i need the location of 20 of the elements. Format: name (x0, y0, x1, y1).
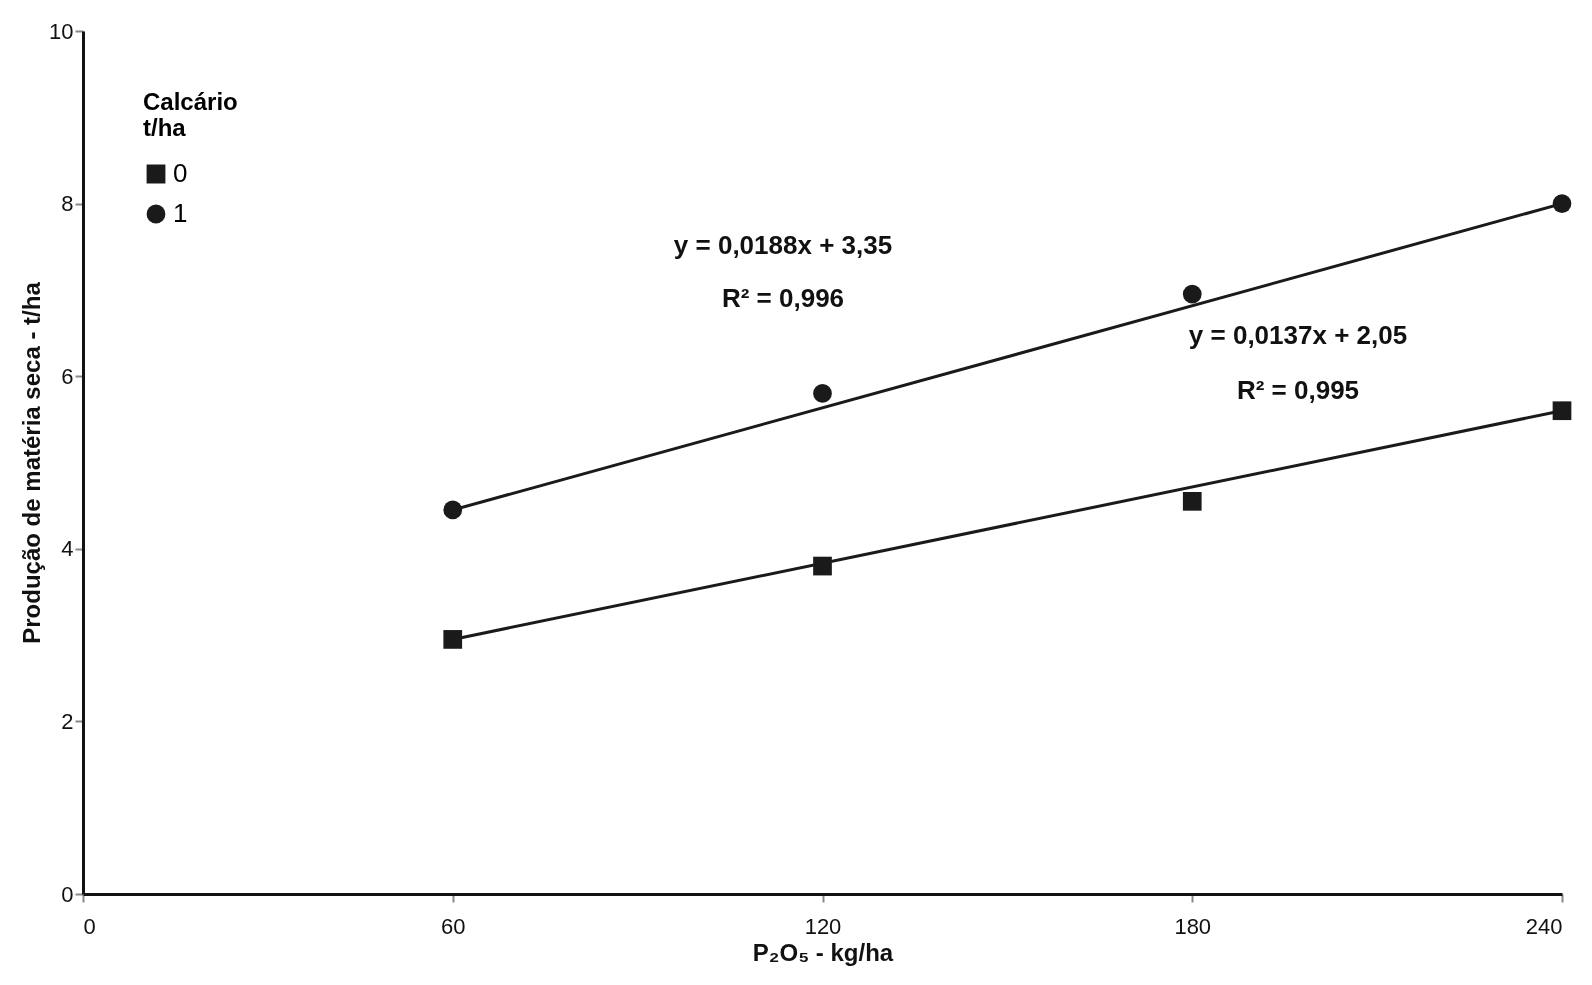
y-tick-label: 10 (49, 18, 74, 44)
annotation: y = 0,0137x + 2,05 (1188, 320, 1408, 350)
y-tick-label: 6 (61, 363, 74, 389)
legend-label: 0 (173, 158, 188, 188)
x-tick-label: 60 (441, 913, 466, 939)
x-tick-label: 240 (1525, 913, 1563, 939)
x-tick-label: 120 (804, 913, 842, 939)
x-axis-title: P₂O₅ - kg/ha (752, 938, 894, 966)
legend-label: 1 (173, 198, 188, 228)
y-tick-label: 4 (61, 536, 74, 562)
annotation: y = 0,0188x + 3,35 (673, 230, 893, 260)
annotation: R² = 0,996 (721, 283, 845, 313)
x-tick-label: 0 (83, 913, 96, 939)
y-tick-label: 8 (61, 191, 74, 217)
y-tick-label: 2 (61, 708, 74, 734)
legend-title: Calcário t/ha (143, 88, 238, 141)
annotation: R² = 0,995 (1236, 375, 1360, 405)
y-axis-title: Produção de matéria seca - t/ha (18, 281, 46, 644)
y-tick-label: 0 (61, 881, 74, 907)
x-tick-label: 180 (1174, 913, 1212, 939)
